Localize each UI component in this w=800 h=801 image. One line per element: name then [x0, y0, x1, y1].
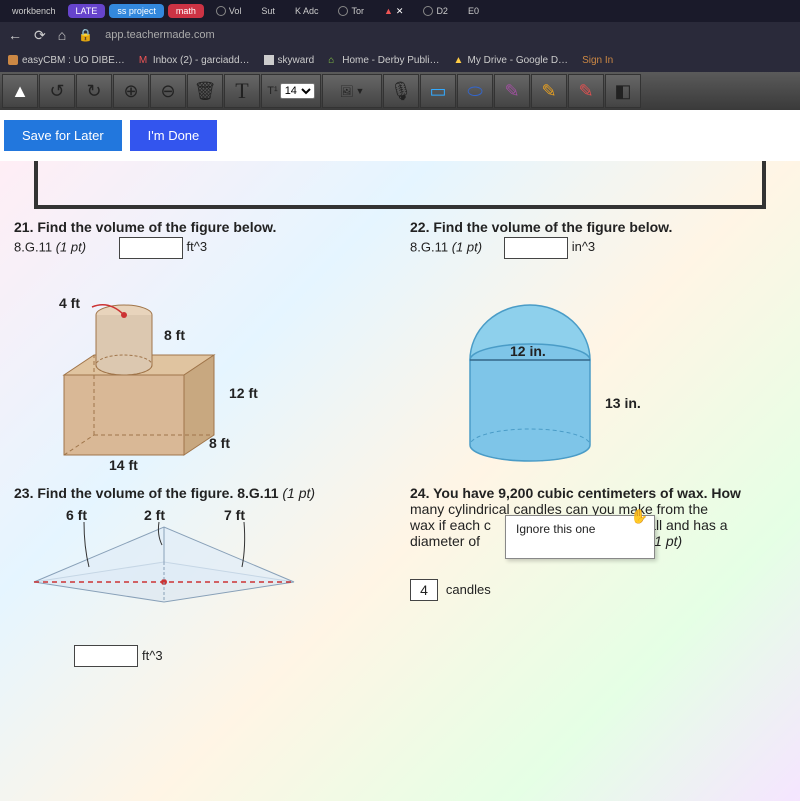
bookmark-icon	[8, 55, 18, 65]
url-bar[interactable]: app.teachermade.com	[105, 29, 214, 41]
action-bar: Save for Later I'm Done	[0, 110, 800, 161]
redo-button[interactable]: ↻	[76, 74, 112, 108]
tab-late[interactable]: LATE	[68, 4, 106, 18]
q21-title: 21. Find the volume of the figure below.	[14, 219, 390, 235]
q21-figure	[14, 265, 274, 475]
bookmark-derby[interactable]: ⌂Home - Derby Publi…	[328, 55, 439, 66]
ignore-tooltip: Ignore this one ✋	[505, 515, 655, 559]
tab-workbench[interactable]: workbench	[4, 4, 64, 18]
q23-label-2ft: 2 ft	[144, 507, 165, 523]
font-size-select[interactable]: T¹14	[261, 74, 321, 108]
q22-label-13in: 13 in.	[605, 395, 641, 411]
pen-tool[interactable]: ✎	[494, 74, 530, 108]
skyward-icon	[264, 55, 274, 65]
bracket-divider	[34, 161, 766, 209]
edit-tool[interactable]: ✎	[568, 74, 604, 108]
cursor-tool[interactable]: ▲	[2, 74, 38, 108]
worksheet-area: 21. Find the volume of the figure below.…	[0, 161, 800, 801]
tab-e0[interactable]: E0	[460, 4, 487, 18]
browser-tab-bar: workbench LATE ss project math Vol Sut K…	[0, 0, 800, 22]
im-done-button[interactable]: I'm Done	[130, 120, 218, 151]
bookmark-easycbm[interactable]: easyCBM : UO DIBE…	[8, 55, 125, 66]
app-toolbar: ▲ ↺ ↻ ⊕ ⊖ 🗑 T T¹14 🖼▼ 🎙 ▭ ⬭ ✎ ✎ ✎ ◧	[0, 72, 800, 110]
q21-label-12ft: 12 ft	[229, 385, 258, 401]
q23-label-6ft: 6 ft	[66, 507, 87, 523]
trash-button[interactable]: 🗑	[187, 74, 223, 108]
ellipse-tool[interactable]: ⬭	[457, 74, 493, 108]
q24-unit: candles	[446, 582, 491, 597]
tab-vol[interactable]: Vol	[208, 4, 250, 18]
text-tool[interactable]: T	[224, 74, 260, 108]
save-later-button[interactable]: Save for Later	[4, 120, 122, 151]
question-23: 23. Find the volume of the figure. 8.G.1…	[14, 485, 390, 667]
q21-standard: 8.G.11 (1 pt) ft^3	[14, 237, 390, 259]
tab-close[interactable]: ▲ ✕	[376, 4, 411, 19]
rect-tool[interactable]: ▭	[420, 74, 456, 108]
q21-answer-input[interactable]	[119, 237, 183, 259]
q21-label-8ft-bot: 8 ft	[209, 435, 230, 451]
tab-math[interactable]: math	[168, 4, 204, 18]
highlight-tool[interactable]: ✎	[531, 74, 567, 108]
q23-figure	[14, 507, 314, 637]
tab-tor[interactable]: Tor	[330, 4, 372, 18]
home-icon: ⌂	[328, 55, 338, 65]
browser-nav-bar: ← ⟳ ⌂ 🔒 app.teachermade.com	[0, 22, 800, 48]
bookmark-inbox[interactable]: MInbox (2) - garciadd…	[139, 55, 250, 66]
home-button[interactable]: ⌂	[58, 27, 66, 43]
globe-icon	[216, 6, 226, 16]
lock-icon: 🔒	[78, 28, 93, 42]
globe-icon	[423, 6, 433, 16]
gmail-icon: M	[139, 55, 149, 65]
tab-ss-project[interactable]: ss project	[109, 4, 164, 18]
q23-label-7ft: 7 ft	[224, 507, 245, 523]
q22-label-12in: 12 in.	[510, 343, 546, 359]
zoom-in-button[interactable]: ⊕	[113, 74, 149, 108]
q22-unit: in^3	[572, 239, 595, 254]
question-24: 24. You have 9,200 cubic centimeters of …	[410, 485, 786, 667]
q21-label-8ft-top: 8 ft	[164, 327, 185, 343]
question-22: 22. Find the volume of the figure below.…	[410, 219, 786, 475]
q22-answer-input[interactable]	[504, 237, 568, 259]
bookmark-bar: easyCBM : UO DIBE… MInbox (2) - garciadd…	[0, 48, 800, 72]
q23-answer-input[interactable]	[74, 645, 138, 667]
font-size-dropdown[interactable]: 14	[280, 83, 315, 99]
drive-icon: ▲	[453, 55, 463, 65]
q21-label-14ft: 14 ft	[109, 457, 138, 473]
bookmark-drive[interactable]: ▲My Drive - Google D…	[453, 55, 568, 66]
q22-figure	[410, 265, 670, 475]
tab-d2[interactable]: D2	[415, 4, 456, 18]
q24-answer-input[interactable]: 4	[410, 579, 438, 601]
tab-sut[interactable]: Sut	[253, 4, 283, 18]
bookmark-skyward[interactable]: skyward	[264, 55, 315, 66]
back-button[interactable]: ←	[8, 27, 22, 43]
q23-unit: ft^3	[142, 648, 163, 663]
q22-title: 22. Find the volume of the figure below.	[410, 219, 786, 235]
image-tool[interactable]: 🖼▼	[322, 74, 382, 108]
globe-icon	[338, 6, 348, 16]
mic-tool[interactable]: 🎙	[383, 74, 419, 108]
undo-button[interactable]: ↺	[39, 74, 75, 108]
zoom-out-button[interactable]: ⊖	[150, 74, 186, 108]
q24-line1: 24. You have 9,200 cubic centimeters of …	[410, 485, 786, 501]
q23-title: 23. Find the volume of the figure. 8.G.1…	[14, 485, 390, 501]
tab-adc[interactable]: K Adc	[287, 4, 327, 18]
hand-cursor-icon: ✋	[631, 508, 648, 525]
q21-label-4ft: 4 ft	[59, 295, 80, 311]
bookmark-signin[interactable]: Sign In	[582, 55, 613, 66]
erase-tool[interactable]: ◧	[605, 74, 641, 108]
question-21: 21. Find the volume of the figure below.…	[14, 219, 390, 475]
reload-button[interactable]: ⟳	[34, 27, 46, 44]
q22-standard: 8.G.11 (1 pt) in^3	[410, 237, 786, 259]
q21-unit: ft^3	[187, 239, 208, 254]
